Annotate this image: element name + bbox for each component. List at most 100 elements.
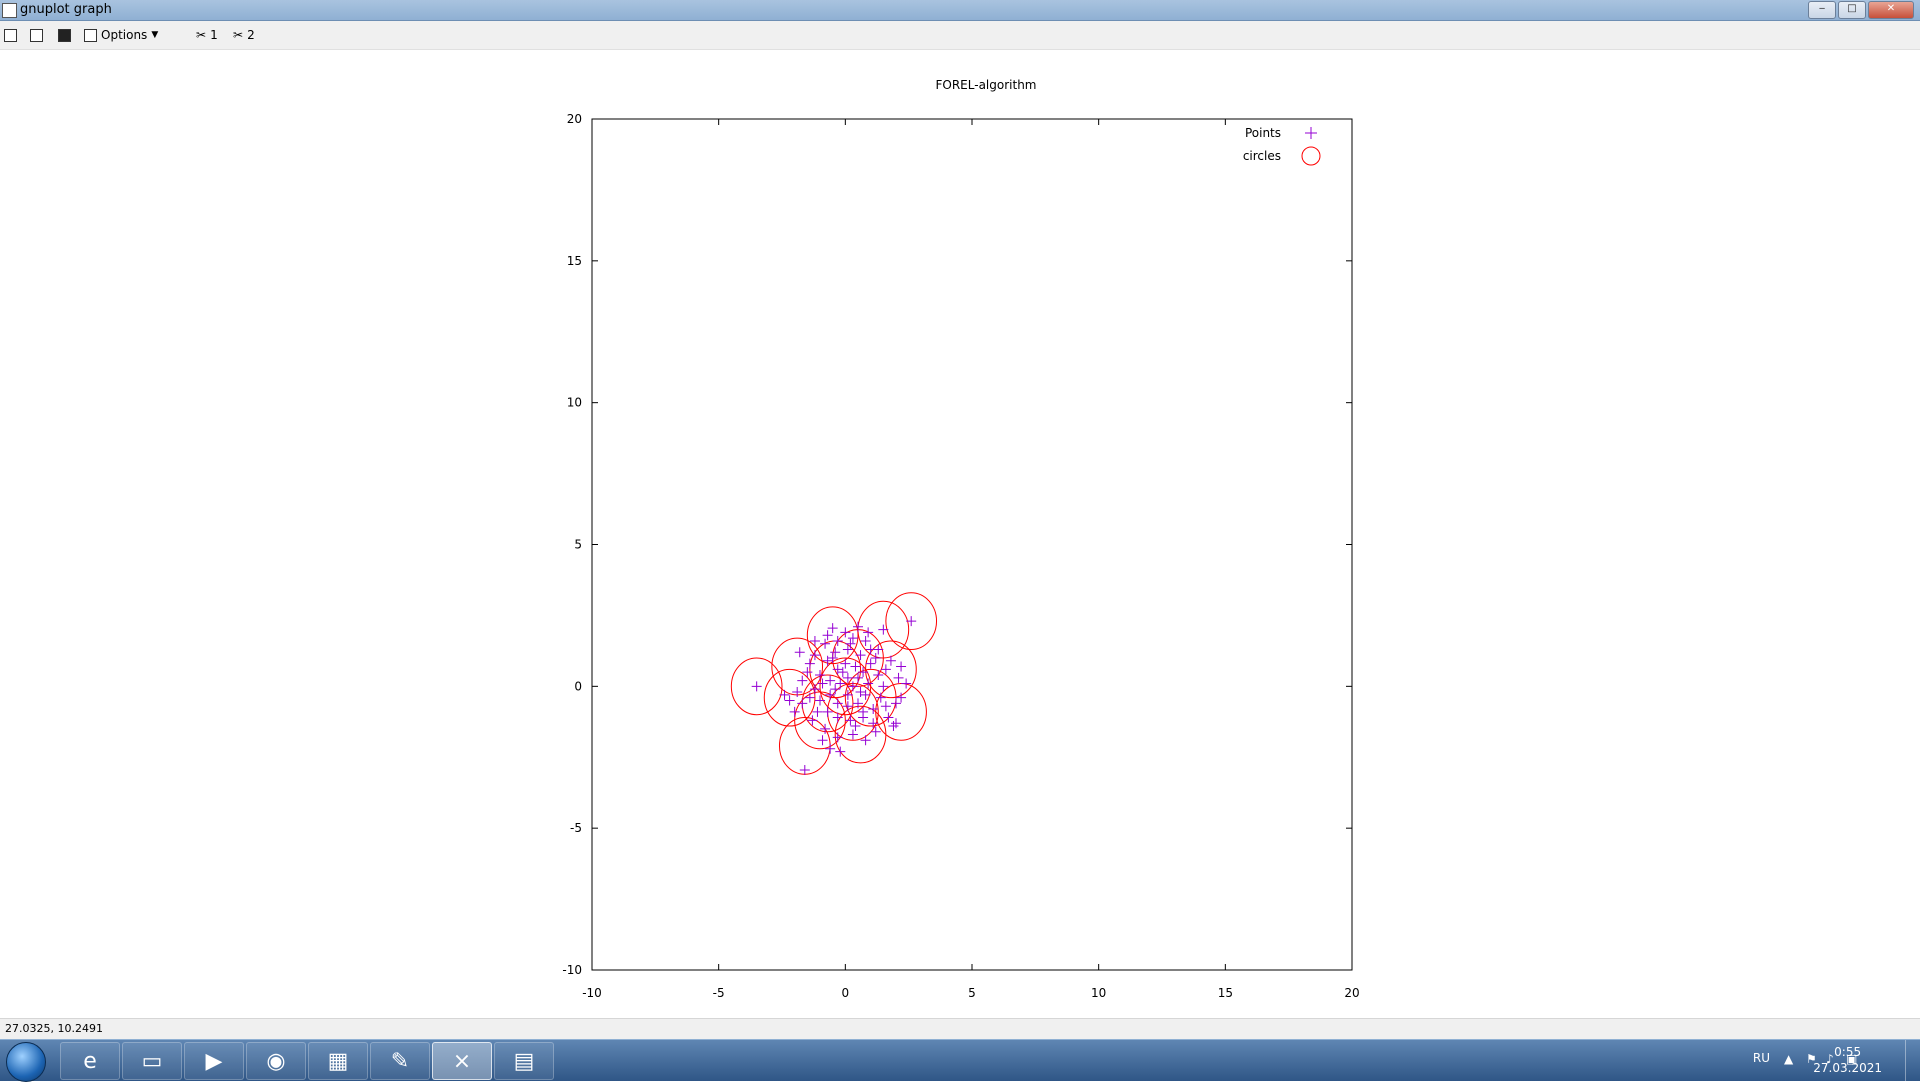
data-point: [812, 706, 823, 717]
data-point: [847, 729, 858, 740]
data-point: [825, 689, 836, 700]
data-point: [858, 706, 869, 717]
copy-button[interactable]: [4, 26, 17, 44]
y-tick-label: 20: [567, 112, 582, 126]
data-point: [865, 658, 876, 669]
data-point: [807, 715, 818, 726]
cluster-circle: [730, 657, 783, 716]
internet-explorer-icon[interactable]: e: [60, 1042, 120, 1080]
data-point: [784, 695, 795, 706]
options-menu-button[interactable]: Options ▼: [84, 26, 158, 44]
data-point: [815, 695, 825, 706]
data-point: [809, 635, 820, 646]
data-point: [809, 650, 820, 661]
data-point: [830, 684, 841, 695]
y-tick-label: -5: [570, 821, 582, 835]
data-point: [880, 701, 891, 712]
data-point: [855, 687, 866, 698]
data-point: [863, 627, 874, 638]
save-button[interactable]: [58, 26, 71, 44]
floppy-disk-icon: [58, 28, 71, 42]
data-point: [853, 621, 863, 632]
data-point: [845, 715, 856, 726]
x-tick-label: -10: [582, 986, 602, 1000]
toggle-plot-1-button[interactable]: ✂ 1: [196, 26, 218, 44]
data-point: [840, 658, 851, 669]
volume-icon[interactable]: ♪: [1826, 1052, 1834, 1066]
options-label: Options: [101, 28, 148, 42]
maximize-button[interactable]: □: [1838, 1, 1866, 19]
copy-icon: [4, 28, 17, 42]
y-tick-label: 10: [567, 396, 582, 410]
data-point: [820, 723, 831, 734]
cluster-circle: [819, 657, 872, 716]
data-point: [880, 664, 891, 675]
x-tick-label: 10: [1091, 986, 1106, 1000]
data-point: [842, 644, 853, 655]
file-explorer-icon[interactable]: ▭: [122, 1042, 182, 1080]
data-point: [832, 698, 843, 709]
data-point: [896, 661, 907, 672]
scissors-icon: ✂: [233, 28, 244, 42]
window-controls: ‒ □ ✕: [1808, 1, 1914, 19]
clock-time: 0:55: [1834, 1045, 1862, 1059]
data-point: [822, 630, 833, 641]
network-icon[interactable]: ▣: [1846, 1052, 1858, 1066]
data-point: [885, 655, 896, 666]
data-point: [847, 681, 858, 692]
cluster-circle: [844, 668, 897, 727]
language-indicator[interactable]: RU: [1752, 1051, 1770, 1065]
cluster-circle: [885, 592, 938, 650]
data-point: [832, 712, 843, 723]
options-icon: [84, 28, 97, 42]
data-point: [779, 689, 790, 700]
window-title: gnuplot graph: [20, 2, 112, 17]
data-point: [906, 616, 917, 627]
data-point: [794, 647, 805, 658]
data-point: [850, 721, 861, 732]
toggle-plot-2-button[interactable]: ✂ 2: [233, 26, 255, 44]
data-point: [789, 706, 800, 717]
winrar-icon[interactable]: ▦: [308, 1042, 368, 1080]
plot-border: [591, 118, 1353, 971]
data-point: [878, 681, 889, 692]
minimize-button[interactable]: ‒: [1808, 1, 1836, 19]
toolbar: Options ▼ ✂ 1 ✂ 2: [0, 21, 1920, 50]
y-tick-label: 15: [567, 254, 582, 268]
plot-canvas[interactable]: FOREL-algorithm -10 -5 0 5 10 15 20 -10 -5 0 5 10 15 2…: [0, 50, 1920, 1018]
y-tick-label: 0: [574, 679, 582, 693]
console-icon[interactable]: ▤: [494, 1042, 554, 1080]
taskbar: e ▭ ▶ ◉ ▦ ✎ ⨯ ▤ RU ▲ ⚑ ♪ ▣ 0:55 27.03.20…: [0, 1039, 1920, 1082]
system-tray: RU ▲ ⚑ ♪ ▣ 0:55 27.03.2021: [1680, 1040, 1920, 1081]
data-point: [893, 672, 904, 683]
data-point: [891, 698, 901, 709]
print-button[interactable]: [30, 26, 43, 44]
data-point: [751, 681, 762, 692]
y-tick-label: 5: [574, 538, 582, 552]
data-point: [842, 672, 853, 683]
legend-marker-circles: [1301, 146, 1321, 166]
flag-icon[interactable]: ⚑: [1806, 1052, 1817, 1066]
data-point: [822, 706, 833, 717]
data-point: [873, 669, 884, 680]
gnuplot-app-icon: [2, 3, 17, 18]
legend-label-circles: circles: [1243, 149, 1281, 163]
start-button[interactable]: [6, 1042, 46, 1082]
show-hidden-icons-icon[interactable]: ▲: [1784, 1052, 1794, 1066]
data-point: [817, 678, 828, 689]
chrome-icon[interactable]: ◉: [246, 1042, 306, 1080]
data-point: [870, 726, 881, 737]
data-point: [820, 638, 831, 649]
data-point: [847, 633, 858, 644]
x-tick-label: -5: [713, 986, 725, 1000]
data-point: [860, 689, 871, 700]
gnuplot-taskbar-icon[interactable]: ⨯: [432, 1042, 492, 1080]
close-button[interactable]: ✕: [1868, 1, 1914, 19]
data-point: [853, 698, 863, 709]
media-player-icon[interactable]: ▶: [184, 1042, 244, 1080]
data-point: [875, 692, 886, 703]
clock[interactable]: 0:55 27.03.2021: [1813, 1044, 1882, 1076]
show-desktop-button[interactable]: [1905, 1040, 1920, 1081]
data-point: [855, 650, 866, 661]
editor-icon[interactable]: ✎: [370, 1042, 430, 1080]
